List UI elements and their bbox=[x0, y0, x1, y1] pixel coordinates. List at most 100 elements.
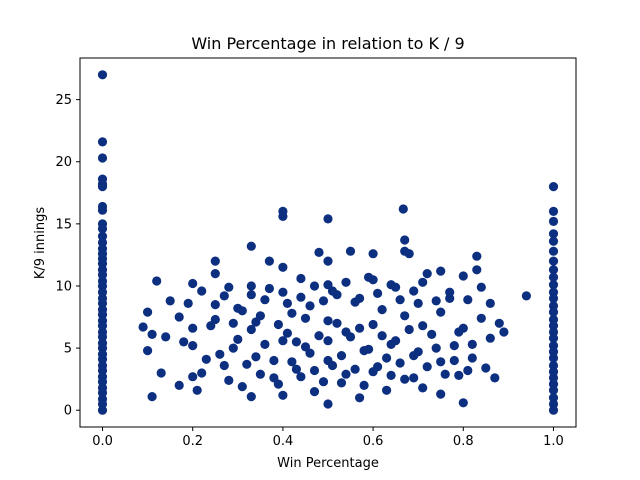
data-point bbox=[197, 368, 207, 378]
data-point bbox=[467, 339, 477, 349]
data-point bbox=[485, 333, 495, 343]
data-point bbox=[269, 355, 279, 366]
x-tick-label: 0.2 bbox=[182, 434, 203, 449]
data-point bbox=[300, 313, 311, 323]
data-point bbox=[548, 206, 559, 216]
y-axis-label: K/9 innings bbox=[33, 207, 48, 280]
data-point bbox=[143, 346, 153, 356]
data-point bbox=[413, 298, 423, 308]
data-point bbox=[548, 333, 559, 343]
data-point bbox=[494, 318, 504, 328]
data-point bbox=[355, 323, 365, 333]
y-tick-label: 15 bbox=[55, 217, 72, 232]
data-point bbox=[440, 369, 450, 379]
data-point bbox=[246, 392, 256, 402]
data-point bbox=[273, 319, 283, 330]
data-point bbox=[431, 296, 441, 306]
data-point bbox=[323, 336, 333, 346]
data-point bbox=[273, 379, 283, 389]
data-point bbox=[183, 298, 193, 308]
data-point bbox=[228, 318, 238, 328]
data-point bbox=[287, 308, 297, 318]
data-point bbox=[467, 353, 477, 363]
data-point bbox=[97, 182, 108, 192]
data-point bbox=[490, 373, 500, 383]
data-point bbox=[224, 282, 234, 292]
data-point bbox=[156, 368, 166, 378]
data-point bbox=[260, 339, 270, 349]
points-layer bbox=[97, 70, 559, 415]
data-point bbox=[246, 281, 256, 291]
data-point bbox=[364, 344, 374, 354]
data-point bbox=[246, 290, 256, 300]
data-point bbox=[449, 341, 459, 351]
data-point bbox=[188, 278, 198, 289]
data-point bbox=[436, 307, 446, 317]
data-point bbox=[251, 352, 261, 362]
data-point bbox=[395, 295, 405, 305]
data-point bbox=[373, 288, 383, 298]
data-point bbox=[382, 353, 392, 363]
data-point bbox=[548, 256, 559, 266]
data-point bbox=[336, 378, 347, 388]
data-point bbox=[355, 293, 365, 303]
data-point bbox=[400, 311, 410, 321]
data-point bbox=[548, 229, 559, 239]
data-point bbox=[282, 298, 292, 308]
data-point bbox=[345, 332, 356, 342]
data-point bbox=[192, 385, 202, 395]
data-point bbox=[386, 370, 396, 380]
data-point bbox=[463, 365, 473, 376]
data-point bbox=[147, 392, 157, 402]
data-point bbox=[215, 349, 225, 359]
data-point bbox=[373, 362, 383, 372]
data-point bbox=[278, 287, 288, 297]
data-point bbox=[165, 296, 175, 306]
data-point bbox=[97, 137, 108, 147]
data-point bbox=[548, 280, 559, 290]
data-point bbox=[404, 324, 414, 335]
x-axis: 0.0 0.2 0.4 0.6 0.8 1.0 bbox=[92, 427, 564, 449]
data-point bbox=[264, 283, 274, 294]
data-point bbox=[210, 269, 220, 279]
data-point bbox=[188, 323, 198, 333]
data-point bbox=[237, 382, 247, 392]
data-point bbox=[97, 224, 108, 234]
data-point bbox=[179, 337, 189, 347]
data-point bbox=[97, 205, 108, 215]
data-point bbox=[548, 236, 559, 246]
data-point bbox=[454, 370, 464, 380]
data-point bbox=[242, 359, 252, 369]
data-point bbox=[409, 373, 419, 383]
data-point bbox=[97, 70, 108, 80]
data-point bbox=[364, 272, 374, 282]
data-point bbox=[255, 369, 265, 379]
data-point bbox=[436, 357, 446, 367]
data-point bbox=[548, 246, 559, 256]
data-point bbox=[436, 266, 446, 276]
data-point bbox=[246, 324, 256, 335]
data-point bbox=[413, 347, 423, 357]
data-point bbox=[454, 327, 464, 337]
data-point bbox=[188, 372, 198, 382]
data-point bbox=[436, 389, 446, 399]
data-point bbox=[305, 301, 315, 311]
data-point bbox=[395, 358, 405, 368]
x-tick-label: 0.8 bbox=[453, 434, 474, 449]
data-point bbox=[350, 364, 360, 374]
data-point bbox=[377, 305, 387, 315]
data-point bbox=[548, 385, 559, 395]
data-point bbox=[318, 377, 329, 387]
data-point bbox=[201, 354, 211, 364]
data-point bbox=[152, 276, 162, 286]
data-point bbox=[282, 328, 292, 338]
data-point bbox=[431, 343, 441, 353]
data-point bbox=[548, 265, 559, 275]
y-tick-label: 10 bbox=[55, 279, 72, 294]
data-point bbox=[327, 360, 338, 371]
data-point bbox=[206, 321, 216, 331]
data-point bbox=[323, 316, 333, 326]
data-point bbox=[318, 296, 329, 306]
